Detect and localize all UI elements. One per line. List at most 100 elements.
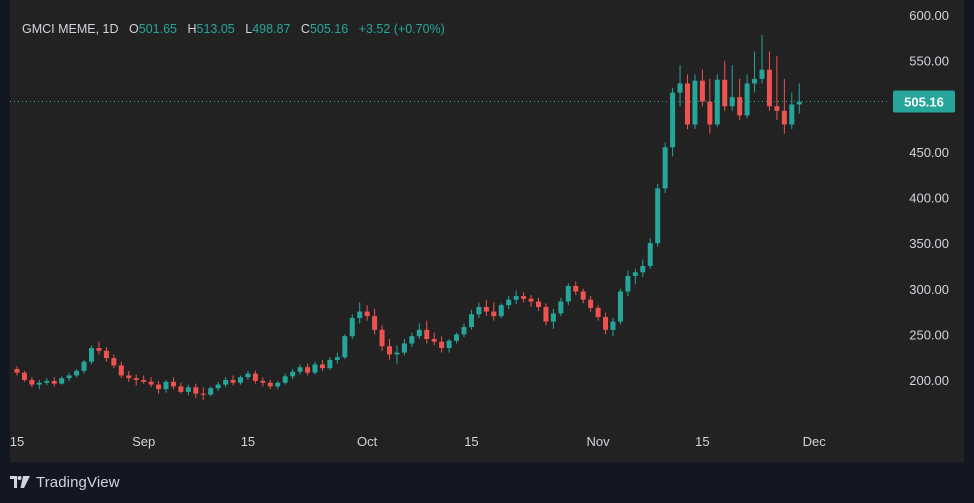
candle-body — [103, 350, 109, 359]
candle — [431, 332, 437, 346]
candle-body — [416, 329, 422, 337]
candle-body — [461, 327, 467, 335]
tradingview-logo-icon[interactable] — [10, 476, 30, 488]
candle — [424, 320, 430, 344]
candle — [103, 347, 109, 362]
candle-body — [342, 336, 348, 358]
candle — [617, 288, 623, 325]
candle-body — [96, 348, 102, 351]
candle-body — [573, 286, 579, 292]
x-tick-label: 15 — [10, 434, 24, 449]
candle — [387, 338, 392, 360]
candle — [379, 325, 385, 351]
symbol-label[interactable]: GMCI MEME, 1D — [22, 22, 119, 36]
x-tick-label: Dec — [803, 434, 827, 449]
candle-body — [625, 275, 631, 292]
candlestick-chart[interactable]: 200.00250.00300.00350.00400.00450.00500.… — [10, 0, 964, 462]
candle — [230, 375, 236, 386]
y-tick-label: 300.00 — [909, 282, 949, 297]
candle — [156, 380, 162, 394]
x-tick-label: Oct — [357, 434, 378, 449]
candle-body — [260, 380, 266, 383]
candle — [372, 308, 378, 335]
candle-body — [774, 106, 780, 111]
candle — [223, 377, 229, 388]
candle — [506, 296, 512, 309]
close-value: 505.16 — [309, 22, 349, 36]
low-key: L — [245, 22, 253, 36]
last-price-tag: 505.16 — [893, 90, 955, 113]
candle — [610, 317, 616, 337]
candle — [141, 375, 147, 384]
candle — [401, 338, 407, 356]
time-axis[interactable]: 15 Sep 15 Oct 15 Nov 15 Dec — [10, 434, 826, 449]
candle — [737, 78, 743, 120]
last-price-tag-background — [893, 90, 955, 113]
price-axis[interactable]: 200.00250.00300.00350.00400.00450.00500.… — [909, 8, 949, 388]
candle — [662, 142, 668, 193]
candle — [670, 88, 676, 157]
candle-body — [744, 83, 750, 116]
candle — [580, 288, 586, 304]
high-value: 513.05 — [196, 22, 235, 36]
candle — [21, 370, 27, 382]
candle — [595, 305, 601, 321]
candle — [550, 308, 556, 329]
candle-body — [133, 378, 139, 380]
candle — [640, 259, 646, 277]
footer: TradingView — [10, 470, 120, 494]
candle-body — [640, 265, 646, 273]
candle — [185, 384, 191, 396]
candle — [89, 345, 94, 365]
candle-body — [670, 92, 676, 148]
candle-body — [491, 311, 497, 317]
candle-body — [759, 69, 765, 79]
candle-body — [729, 97, 735, 107]
candle-body — [327, 359, 333, 369]
candle-body — [89, 348, 94, 362]
candle-body — [431, 338, 437, 342]
candle-body — [170, 381, 176, 387]
candle — [454, 332, 460, 344]
x-tick-label: Sep — [132, 434, 155, 449]
candle-body — [44, 380, 50, 383]
candle — [781, 78, 787, 134]
candle-body — [148, 381, 154, 385]
candle — [305, 363, 311, 376]
tradingview-brand[interactable]: TradingView — [36, 473, 120, 491]
candle — [461, 323, 467, 338]
candle-body — [193, 387, 199, 394]
candle-body — [379, 329, 385, 347]
candle-body — [238, 377, 243, 383]
candle — [521, 292, 527, 303]
chart-panel[interactable]: 200.00250.00300.00350.00400.00450.00500.… — [10, 0, 964, 462]
candle — [796, 83, 802, 114]
candle — [252, 370, 258, 384]
candle-body — [290, 371, 296, 377]
candle-body — [789, 104, 795, 125]
candle-body — [21, 372, 27, 380]
ohlc-legend: GMCI MEME, 1D O501.65 H513.05 L498.87 C5… — [22, 22, 445, 36]
candle-body — [714, 79, 720, 125]
candle — [208, 386, 214, 397]
candle-body — [685, 83, 690, 125]
last-price-label: 505.16 — [904, 95, 944, 110]
candle-body — [29, 380, 35, 385]
candle — [647, 238, 653, 269]
candle — [752, 51, 758, 93]
candle — [498, 303, 504, 318]
candle — [416, 323, 422, 339]
candle-body — [558, 301, 564, 314]
candle — [565, 283, 571, 306]
candle — [766, 51, 772, 111]
candle-body — [66, 375, 72, 379]
candle-body — [595, 307, 601, 318]
candle-body — [401, 343, 407, 353]
x-tick-label: 15 — [464, 434, 478, 449]
candle — [178, 382, 184, 394]
candle-body — [468, 314, 474, 328]
candle-body — [506, 299, 512, 306]
candle — [96, 341, 102, 355]
candle-body — [14, 369, 20, 373]
candle-body — [588, 299, 594, 308]
